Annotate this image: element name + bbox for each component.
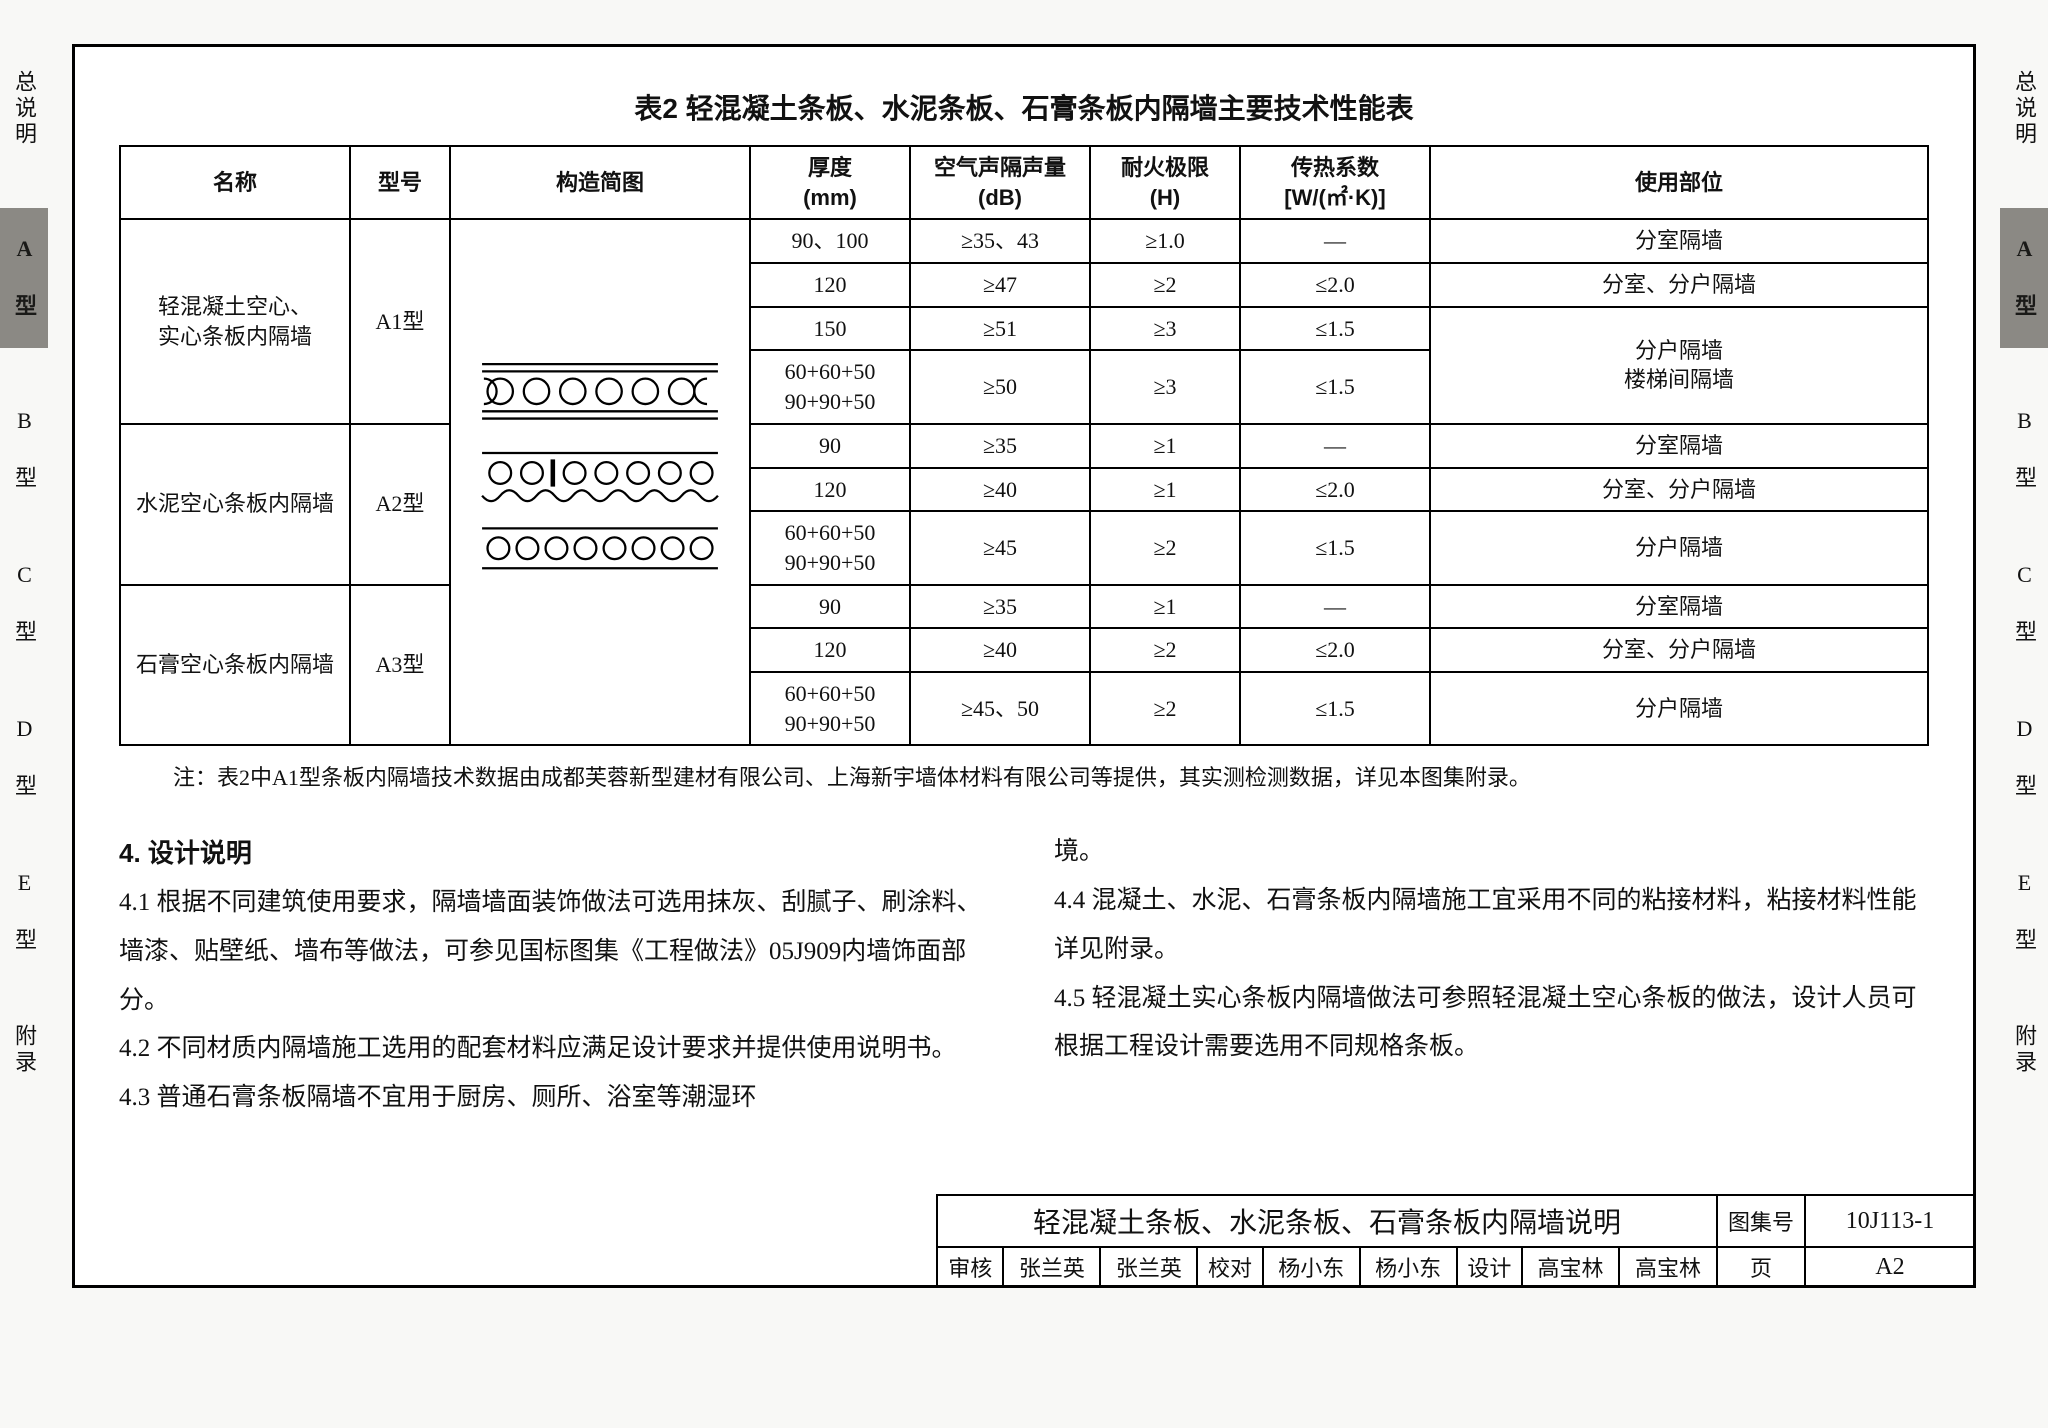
titleblock-overlay: 轻混凝土条板、水泥条板、石膏条板内隔墙说明 图集号 10J113-1 审核 张兰… xyxy=(936,1194,1976,1288)
side-tabs-right: 总说明 A 型 B 型 C 型 D 型 E 型 附录 xyxy=(2000,0,2048,1428)
th-thickness: 厚度(mm) xyxy=(750,146,910,219)
tab-appendix[interactable]: 附录 xyxy=(0,1014,48,1086)
tab-e-r[interactable]: E 型 xyxy=(2000,860,2048,964)
cell-use: 分室隔墙 xyxy=(1430,219,1928,263)
cell-name: 轻混凝土空心、实心条板内隔墙 xyxy=(120,219,350,423)
th-use: 使用部位 xyxy=(1430,146,1928,219)
design-heading: 4. 设计说明 xyxy=(119,828,994,879)
th-name: 名称 xyxy=(120,146,350,219)
cell-sound: ≥35、43 xyxy=(910,219,1090,263)
tab-d[interactable]: D 型 xyxy=(0,706,48,810)
design-right-column: 境。 4.4 混凝土、水泥、石膏条板内隔墙施工宜采用不同的粘接材料，粘接材料性能… xyxy=(1054,828,1929,1122)
th-model: 型号 xyxy=(350,146,450,219)
design-notes: 4. 设计说明 4.1 根据不同建筑使用要求，隔墙墙面装饰做法可选用抹灰、刮腻子… xyxy=(119,828,1929,1122)
th-sound: 空气声隔声量(dB) xyxy=(910,146,1090,219)
th-diagram: 构造简图 xyxy=(450,146,750,219)
table-row: 水泥空心条板内隔墙 A2型 90 ≥35 ≥1 — 分室隔墙 xyxy=(120,424,1928,468)
tab-d-r[interactable]: D 型 xyxy=(2000,706,2048,810)
page-frame: 表2 轻混凝土条板、水泥条板、石膏条板内隔墙主要技术性能表 名称 型号 构造简图… xyxy=(72,44,1976,1288)
design-para: 4.4 混凝土、水泥、石膏条板内隔墙施工宜采用不同的粘接材料，粘接材料性能详见附… xyxy=(1054,877,1929,975)
design-para: 4.2 不同材质内隔墙施工选用的配套材料应满足设计要求并提供使用说明书。 xyxy=(119,1025,994,1074)
tab-a-r[interactable]: A 型 xyxy=(2000,208,2048,348)
table-header-row: 名称 型号 构造简图 厚度(mm) 空气声隔声量(dB) 耐火极限(H) 传热系… xyxy=(120,146,1928,219)
tab-a[interactable]: A 型 xyxy=(0,208,48,348)
design-para: 境。 xyxy=(1054,828,1929,877)
cell-thick: 90、100 xyxy=(750,219,910,263)
tab-general-r[interactable]: 总说明 xyxy=(2000,60,2048,158)
table-row: 石膏空心条板内隔墙 A3型 90 ≥35 ≥1 — 分室隔墙 xyxy=(120,585,1928,629)
table-row: 轻混凝土空心、实心条板内隔墙 A1型 xyxy=(120,219,1928,263)
design-para: 4.1 根据不同建筑使用要求，隔墙墙面装饰做法可选用抹灰、刮腻子、刷涂料、墙漆、… xyxy=(119,879,994,1025)
tab-e[interactable]: E 型 xyxy=(0,860,48,964)
cell-heat: — xyxy=(1240,219,1430,263)
tab-c[interactable]: C 型 xyxy=(0,552,48,656)
table-title: 表2 轻混凝土条板、水泥条板、石膏条板内隔墙主要技术性能表 xyxy=(119,87,1929,127)
th-heat: 传热系数[W/(㎡·K)] xyxy=(1240,146,1430,219)
design-para: 4.3 普通石膏条板隔墙不宜用于厨房、厕所、浴室等潮湿环 xyxy=(119,1074,994,1123)
cell-fire: ≥1.0 xyxy=(1090,219,1240,263)
cell-diagram xyxy=(450,219,750,745)
side-tabs-left: 总说明 A 型 B 型 C 型 D 型 E 型 附录 xyxy=(0,0,48,1428)
design-left-column: 4. 设计说明 4.1 根据不同建筑使用要求，隔墙墙面装饰做法可选用抹灰、刮腻子… xyxy=(119,828,994,1122)
tab-b-r[interactable]: B 型 xyxy=(2000,398,2048,502)
cell-model: A1型 xyxy=(350,219,450,423)
construction-diagram-icon xyxy=(473,346,727,618)
spec-table: 名称 型号 构造简图 厚度(mm) 空气声隔声量(dB) 耐火极限(H) 传热系… xyxy=(119,145,1929,746)
tab-general[interactable]: 总说明 xyxy=(0,60,48,158)
th-fire: 耐火极限(H) xyxy=(1090,146,1240,219)
design-para: 4.5 轻混凝土实心条板内隔墙做法可参照轻混凝土空心条板的做法，设计人员可根据工… xyxy=(1054,975,1929,1073)
tab-b[interactable]: B 型 xyxy=(0,398,48,502)
tab-appendix-r[interactable]: 附录 xyxy=(2000,1014,2048,1086)
tab-c-r[interactable]: C 型 xyxy=(2000,552,2048,656)
table-footnote: 注：表2中A1型条板内隔墙技术数据由成都芙蓉新型建材有限公司、上海新宇墙体材料有… xyxy=(173,760,1929,792)
